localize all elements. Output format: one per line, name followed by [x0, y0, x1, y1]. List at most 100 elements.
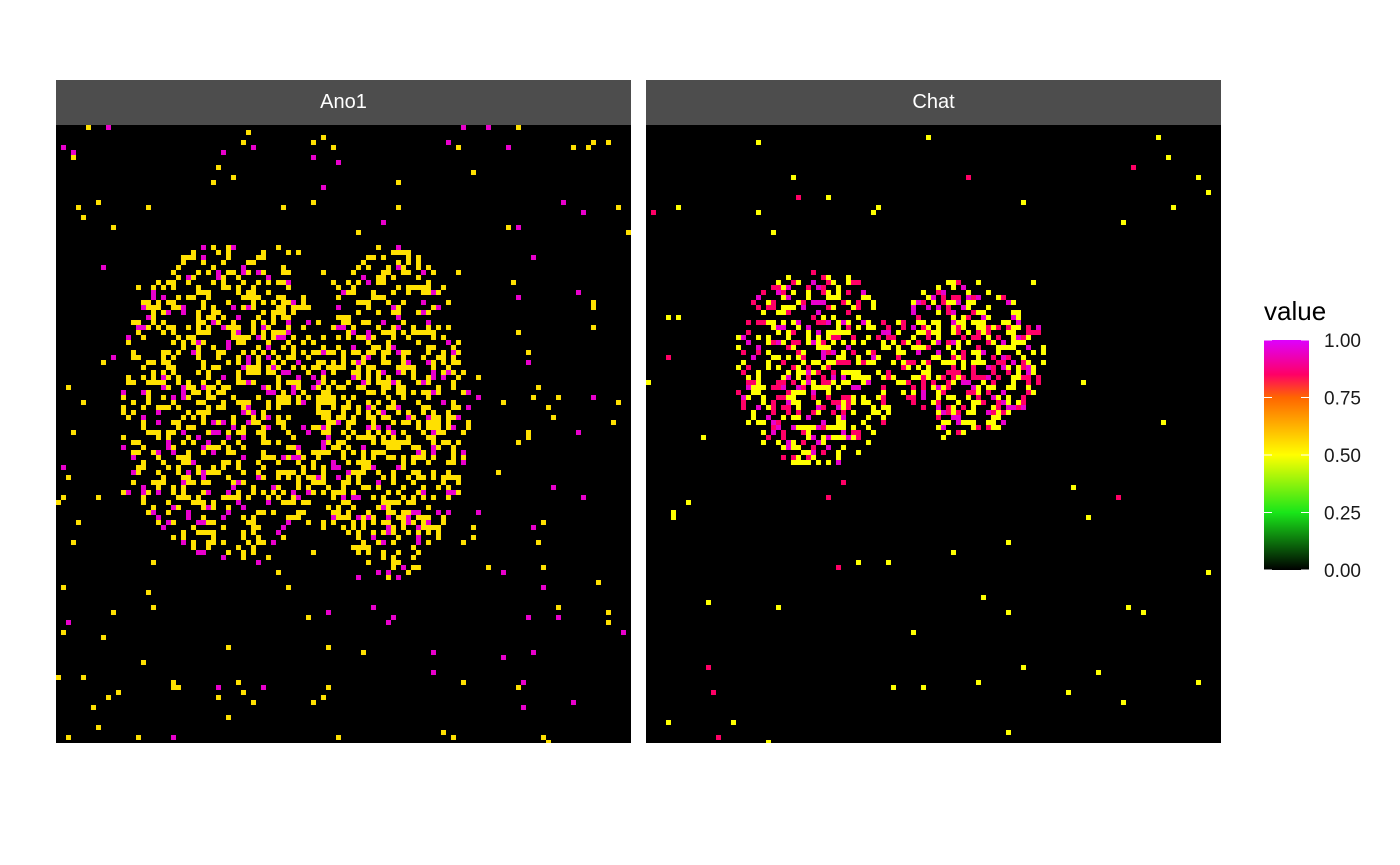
- heatmap-bin: [386, 440, 391, 445]
- heatmap-bin: [876, 355, 881, 360]
- heatmap-bin: [221, 555, 226, 560]
- heatmap-bin: [251, 525, 256, 530]
- heatmap-bin: [216, 165, 221, 170]
- heatmap-bin: [181, 480, 186, 485]
- heatmap-bin: [386, 525, 391, 530]
- heatmap-bin: [806, 450, 811, 455]
- heatmap-bin: [866, 400, 871, 405]
- heatmap-bin: [861, 295, 866, 300]
- heatmap-bin: [821, 285, 826, 290]
- heatmap-bin: [286, 520, 291, 525]
- heatmap-bin: [806, 425, 811, 430]
- heatmap-bin: [376, 425, 381, 430]
- heatmap-bin: [311, 350, 316, 355]
- heatmap-bin: [991, 420, 996, 425]
- heatmap-bin: [261, 415, 266, 420]
- heatmap-bin: [516, 225, 521, 230]
- heatmap-bin: [291, 515, 296, 520]
- heatmap-bin: [111, 225, 116, 230]
- heatmap-bin: [151, 510, 156, 515]
- heatmap-bin: [826, 360, 831, 365]
- heatmap-bin: [281, 535, 286, 540]
- heatmap-bin: [196, 550, 201, 555]
- heatmap-bin: [826, 280, 831, 285]
- heatmap-bin: [396, 285, 401, 290]
- heatmap-bin: [361, 545, 366, 550]
- heatmap-bin: [921, 320, 926, 325]
- heatmap-bin: [1001, 410, 1006, 415]
- heatmap-bin: [616, 400, 621, 405]
- heatmap-bin: [331, 405, 336, 410]
- heatmap-bin: [221, 460, 226, 465]
- heatmap-bin: [1031, 390, 1036, 395]
- heatmap-bin: [256, 360, 261, 365]
- heatmap-bin: [226, 475, 231, 480]
- heatmap-bin: [251, 300, 256, 305]
- heatmap-bin: [411, 510, 416, 515]
- heatmap-bin: [136, 320, 141, 325]
- heatmap-bin: [756, 140, 761, 145]
- heatmap-bin: [181, 340, 186, 345]
- heatmap-bin: [801, 430, 806, 435]
- heatmap-bin: [1016, 405, 1021, 410]
- heatmap-bin: [161, 330, 166, 335]
- heatmap-bin: [1116, 495, 1121, 500]
- heatmap-bin: [766, 305, 771, 310]
- heatmap-bin: [206, 370, 211, 375]
- heatmap-bin: [666, 315, 671, 320]
- heatmap-bin: [356, 385, 361, 390]
- heatmap-bin: [321, 465, 326, 470]
- heatmap-bin: [756, 380, 761, 385]
- heatmap-bin: [541, 565, 546, 570]
- heatmap-bin: [781, 415, 786, 420]
- heatmap-bin: [851, 280, 856, 285]
- heatmap-bin: [446, 495, 451, 500]
- heatmap-bin: [761, 395, 766, 400]
- heatmap-bin: [326, 610, 331, 615]
- heatmap-bin: [781, 380, 786, 385]
- heatmap-bin: [296, 395, 301, 400]
- heatmap-bin: [226, 550, 231, 555]
- heatmap-bin: [211, 245, 216, 250]
- heatmap-bin: [171, 735, 176, 740]
- heatmap-bin: [991, 385, 996, 390]
- heatmap-bin: [471, 525, 476, 530]
- heatmap-bin: [986, 325, 991, 330]
- heatmap-bin: [366, 460, 371, 465]
- heatmap-bin: [331, 460, 336, 465]
- heatmap-bin: [331, 395, 336, 400]
- heatmap-bin: [276, 330, 281, 335]
- heatmap-bin: [1011, 315, 1016, 320]
- heatmap-bin: [446, 370, 451, 375]
- heatmap-bin: [846, 395, 851, 400]
- heatmap-bin: [246, 420, 251, 425]
- heatmap-bin: [351, 395, 356, 400]
- heatmap-bin: [246, 335, 251, 340]
- heatmap-bin: [181, 310, 186, 315]
- heatmap-bin: [231, 335, 236, 340]
- heatmap-bin: [456, 405, 461, 410]
- heatmap-bin: [976, 345, 981, 350]
- heatmap-bin: [361, 360, 366, 365]
- heatmap-bin: [206, 295, 211, 300]
- heatmap-bin: [286, 500, 291, 505]
- heatmap-bin: [846, 310, 851, 315]
- heatmap-bin: [301, 400, 306, 405]
- heatmap-bin: [791, 400, 796, 405]
- heatmap-bin: [686, 500, 691, 505]
- heatmap-bin: [966, 300, 971, 305]
- heatmap-bin: [226, 270, 231, 275]
- heatmap-bin: [911, 390, 916, 395]
- heatmap-bin: [346, 435, 351, 440]
- heatmap-bin: [976, 310, 981, 315]
- heatmap-bin: [411, 365, 416, 370]
- heatmap-bin: [1006, 385, 1011, 390]
- heatmap-bin: [816, 360, 821, 365]
- heatmap-bin: [321, 450, 326, 455]
- heatmap-bin: [276, 460, 281, 465]
- heatmap-bin: [991, 370, 996, 375]
- color-legend: value 1.00 0.75 0.50 0.25 0.00: [1262, 296, 1382, 586]
- heatmap-bin: [466, 405, 471, 410]
- heatmap-bin: [706, 600, 711, 605]
- heatmap-bin: [831, 335, 836, 340]
